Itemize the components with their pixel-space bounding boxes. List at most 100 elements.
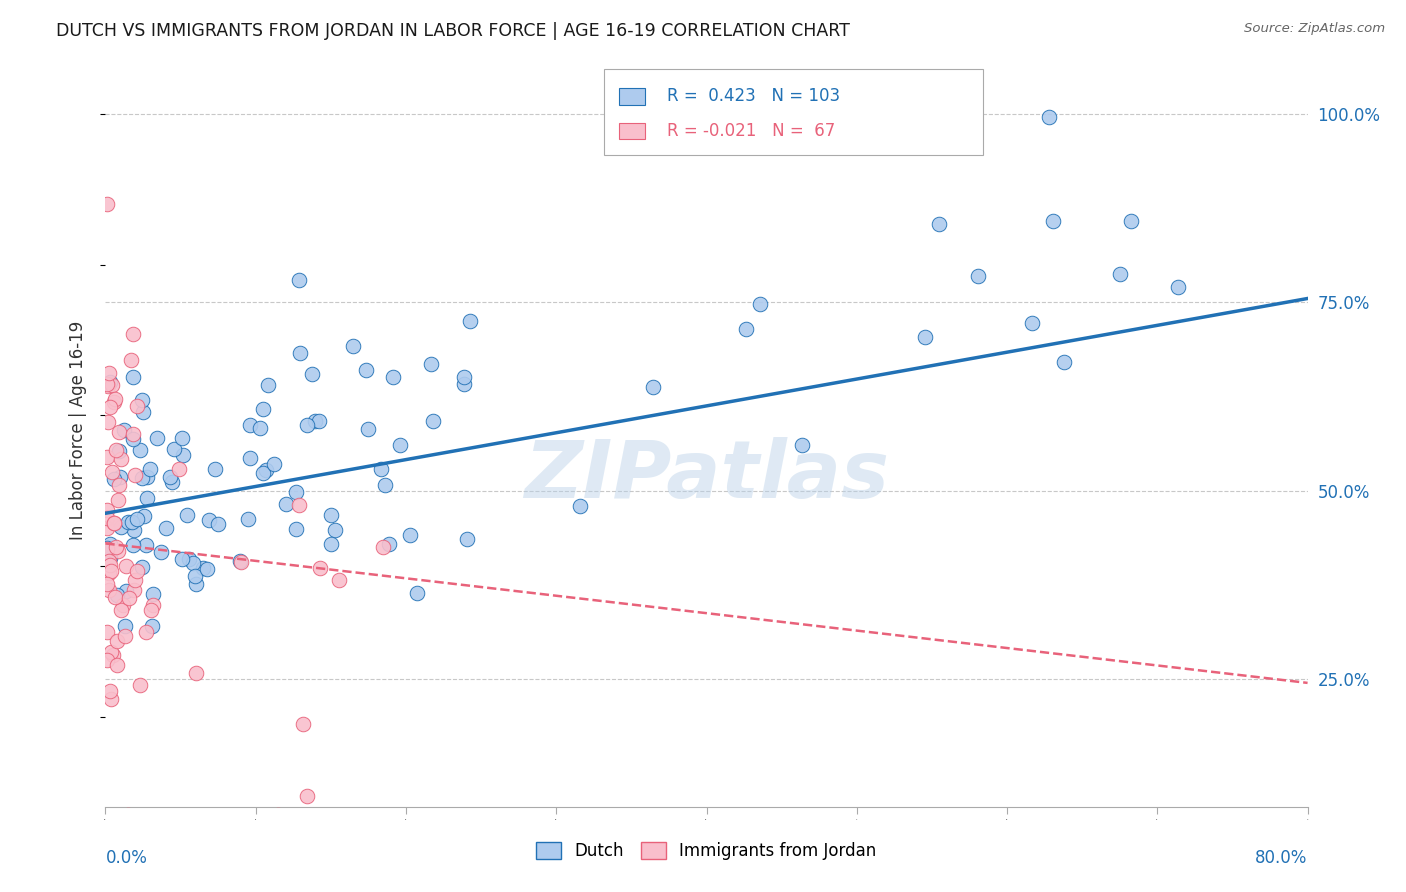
Point (186, 665, 208, 680)
Point (159, 470, 181, 484)
Point (1038, 110, 1060, 124)
Point (127, 564, 149, 578)
Text: R =  0.423   N = 103: R = 0.423 N = 103 (666, 87, 839, 105)
Point (97, 415, 120, 429)
Point (966, 268, 988, 283)
Point (121, 352, 143, 367)
Point (103, 516, 125, 531)
Point (98, 400, 121, 414)
Point (118, 591, 141, 605)
Point (342, 338, 364, 352)
Point (295, 789, 318, 804)
Legend: Dutch, Immigrants from Jordan: Dutch, Immigrants from Jordan (530, 835, 883, 867)
Point (453, 377, 475, 392)
Point (183, 556, 205, 570)
Point (207, 517, 229, 532)
Point (354, 363, 377, 377)
Point (285, 522, 308, 536)
Point (114, 618, 136, 632)
Point (110, 451, 132, 466)
Point (110, 520, 132, 534)
Point (177, 551, 200, 566)
Point (117, 807, 139, 822)
Point (914, 330, 936, 344)
Point (96, 376, 118, 391)
Point (145, 430, 167, 444)
Point (193, 561, 215, 575)
Point (288, 273, 311, 287)
Point (163, 442, 186, 456)
Point (96, 576, 118, 591)
Point (149, 545, 172, 559)
Point (304, 414, 326, 428)
Point (96, 652, 118, 666)
Point (121, 369, 143, 384)
Point (263, 457, 285, 471)
Point (790, 438, 813, 452)
Y-axis label: In Labor Force | Age 16-19: In Labor Force | Age 16-19 (69, 321, 87, 540)
Point (117, 515, 139, 529)
Text: Source: ZipAtlas.com: Source: ZipAtlas.com (1244, 22, 1385, 36)
Point (103, 471, 125, 485)
Point (254, 463, 277, 477)
Point (129, 443, 152, 458)
Point (382, 370, 405, 384)
Point (458, 314, 481, 328)
Point (291, 716, 314, 731)
Point (107, 544, 129, 558)
Point (308, 414, 330, 428)
Point (131, 471, 153, 485)
Point (122, 583, 145, 598)
Text: 0.0%: 0.0% (105, 848, 148, 867)
Point (128, 677, 150, 691)
Point (100, 692, 122, 706)
Point (131, 560, 153, 574)
Point (641, 380, 664, 394)
Point (1053, 355, 1076, 369)
Point (328, 573, 350, 587)
Point (104, 392, 127, 406)
Point (107, 477, 129, 491)
Point (274, 496, 297, 510)
Point (121, 427, 143, 442)
Point (97, 366, 120, 380)
Point (309, 561, 332, 575)
Point (405, 586, 427, 600)
Point (96, 541, 118, 555)
Point (378, 536, 401, 550)
Point (295, 417, 318, 432)
Point (399, 528, 422, 542)
Point (96, 450, 118, 464)
Point (371, 541, 394, 555)
Point (101, 648, 124, 662)
Point (323, 523, 346, 537)
Point (456, 532, 478, 546)
Point (112, 423, 135, 437)
FancyBboxPatch shape (619, 123, 645, 139)
Text: 80.0%: 80.0% (1256, 848, 1308, 867)
Point (267, 807, 290, 822)
Point (1119, 214, 1142, 228)
Point (249, 421, 271, 435)
Point (1167, 280, 1189, 294)
Point (98, 550, 121, 565)
Point (252, 466, 274, 480)
Point (183, 569, 205, 583)
FancyBboxPatch shape (619, 88, 645, 104)
Point (121, 327, 143, 342)
Text: DUTCH VS IMMIGRANTS FROM JORDAN IN LABOR FORCE | AGE 16-19 CORRELATION CHART: DUTCH VS IMMIGRANTS FROM JORDAN IN LABOR… (56, 22, 851, 40)
Point (127, 511, 149, 525)
Text: R = -0.021   N =  67: R = -0.021 N = 67 (666, 122, 835, 140)
Point (110, 603, 132, 617)
Point (132, 404, 155, 418)
Point (96, 197, 118, 211)
Point (422, 414, 444, 428)
Point (569, 499, 592, 513)
Point (388, 438, 411, 452)
Point (108, 470, 131, 484)
Point (107, 493, 129, 508)
Point (420, 357, 443, 371)
Point (98, 554, 121, 568)
Point (127, 400, 149, 414)
Point (167, 462, 190, 476)
